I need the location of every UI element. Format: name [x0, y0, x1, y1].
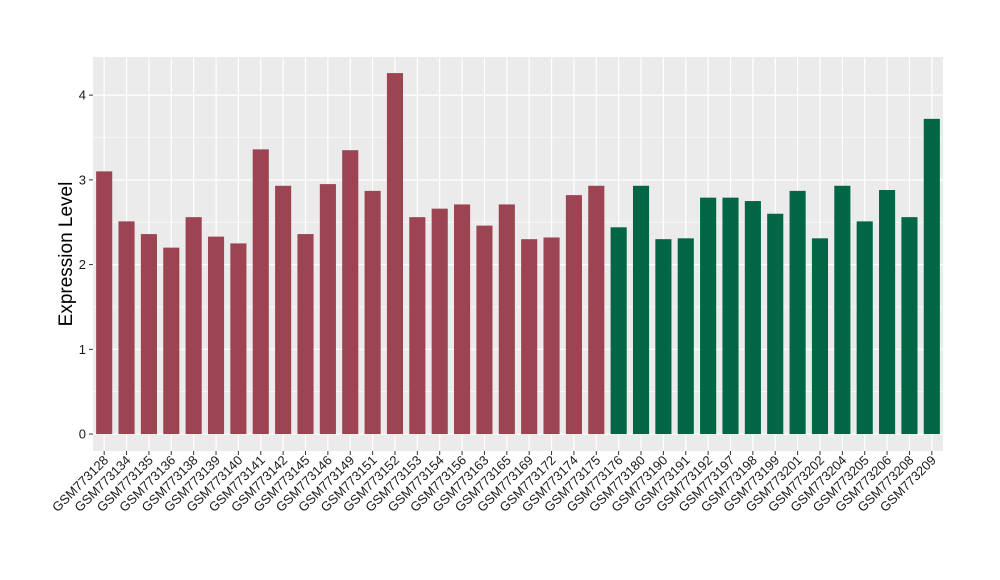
- bar-GSM773154: [431, 208, 448, 435]
- y-axis-title: Expression Level: [56, 182, 77, 327]
- bars-group: [96, 73, 940, 435]
- bar-GSM773201: [789, 190, 806, 435]
- bar-GSM773141: [252, 149, 269, 435]
- bar-GSM773176: [610, 227, 627, 435]
- bar-GSM773136: [163, 247, 180, 435]
- bar-GSM773174: [565, 195, 582, 435]
- bar-GSM773175: [588, 185, 605, 435]
- y-tick-label: 4: [79, 88, 86, 103]
- bar-GSM773208: [901, 217, 918, 435]
- bar-GSM773172: [543, 237, 560, 435]
- bar-GSM773135: [140, 234, 157, 435]
- bar-GSM773139: [207, 236, 225, 435]
- bar-GSM773198: [744, 201, 761, 435]
- bar-GSM773206: [879, 190, 896, 435]
- bar-GSM773169: [521, 239, 538, 435]
- bar-GSM773153: [409, 217, 426, 435]
- y-tick-label: 3: [79, 172, 86, 187]
- bar-GSM773140: [230, 243, 247, 435]
- bar-GSM773205: [856, 221, 873, 435]
- bar-GSM773134: [118, 221, 135, 435]
- bar-GSM773138: [185, 217, 202, 435]
- bar-GSM773197: [722, 197, 739, 435]
- bar-GSM773204: [834, 185, 851, 435]
- bar-GSM773165: [498, 204, 515, 435]
- bar-GSM773145: [297, 234, 314, 435]
- bar-GSM773192: [700, 197, 717, 435]
- y-axis: 0 1 2 3 4: [79, 88, 93, 442]
- bar-GSM773199: [767, 213, 784, 435]
- bar-GSM773180: [632, 185, 650, 435]
- bar-GSM773209: [923, 118, 940, 435]
- bar-GSM773151: [364, 190, 381, 435]
- bar-GSM773152: [386, 73, 404, 435]
- bar-GSM773149: [342, 150, 359, 435]
- y-tick-label: 1: [79, 342, 86, 357]
- bar-GSM773202: [811, 238, 829, 435]
- bar-GSM773191: [677, 238, 694, 435]
- bar-GSM773142: [275, 185, 292, 435]
- bar-GSM773146: [319, 184, 336, 435]
- bar-GSM773163: [476, 225, 493, 435]
- x-axis: GSM773128GSM773134GSM773135GSM773136GSM7…: [49, 451, 939, 515]
- bar-GSM773128: [96, 171, 113, 435]
- y-tick-label: 2: [79, 257, 86, 272]
- y-tick-label: 0: [79, 427, 86, 442]
- bar-GSM773156: [454, 204, 471, 435]
- bar-GSM773190: [655, 239, 672, 435]
